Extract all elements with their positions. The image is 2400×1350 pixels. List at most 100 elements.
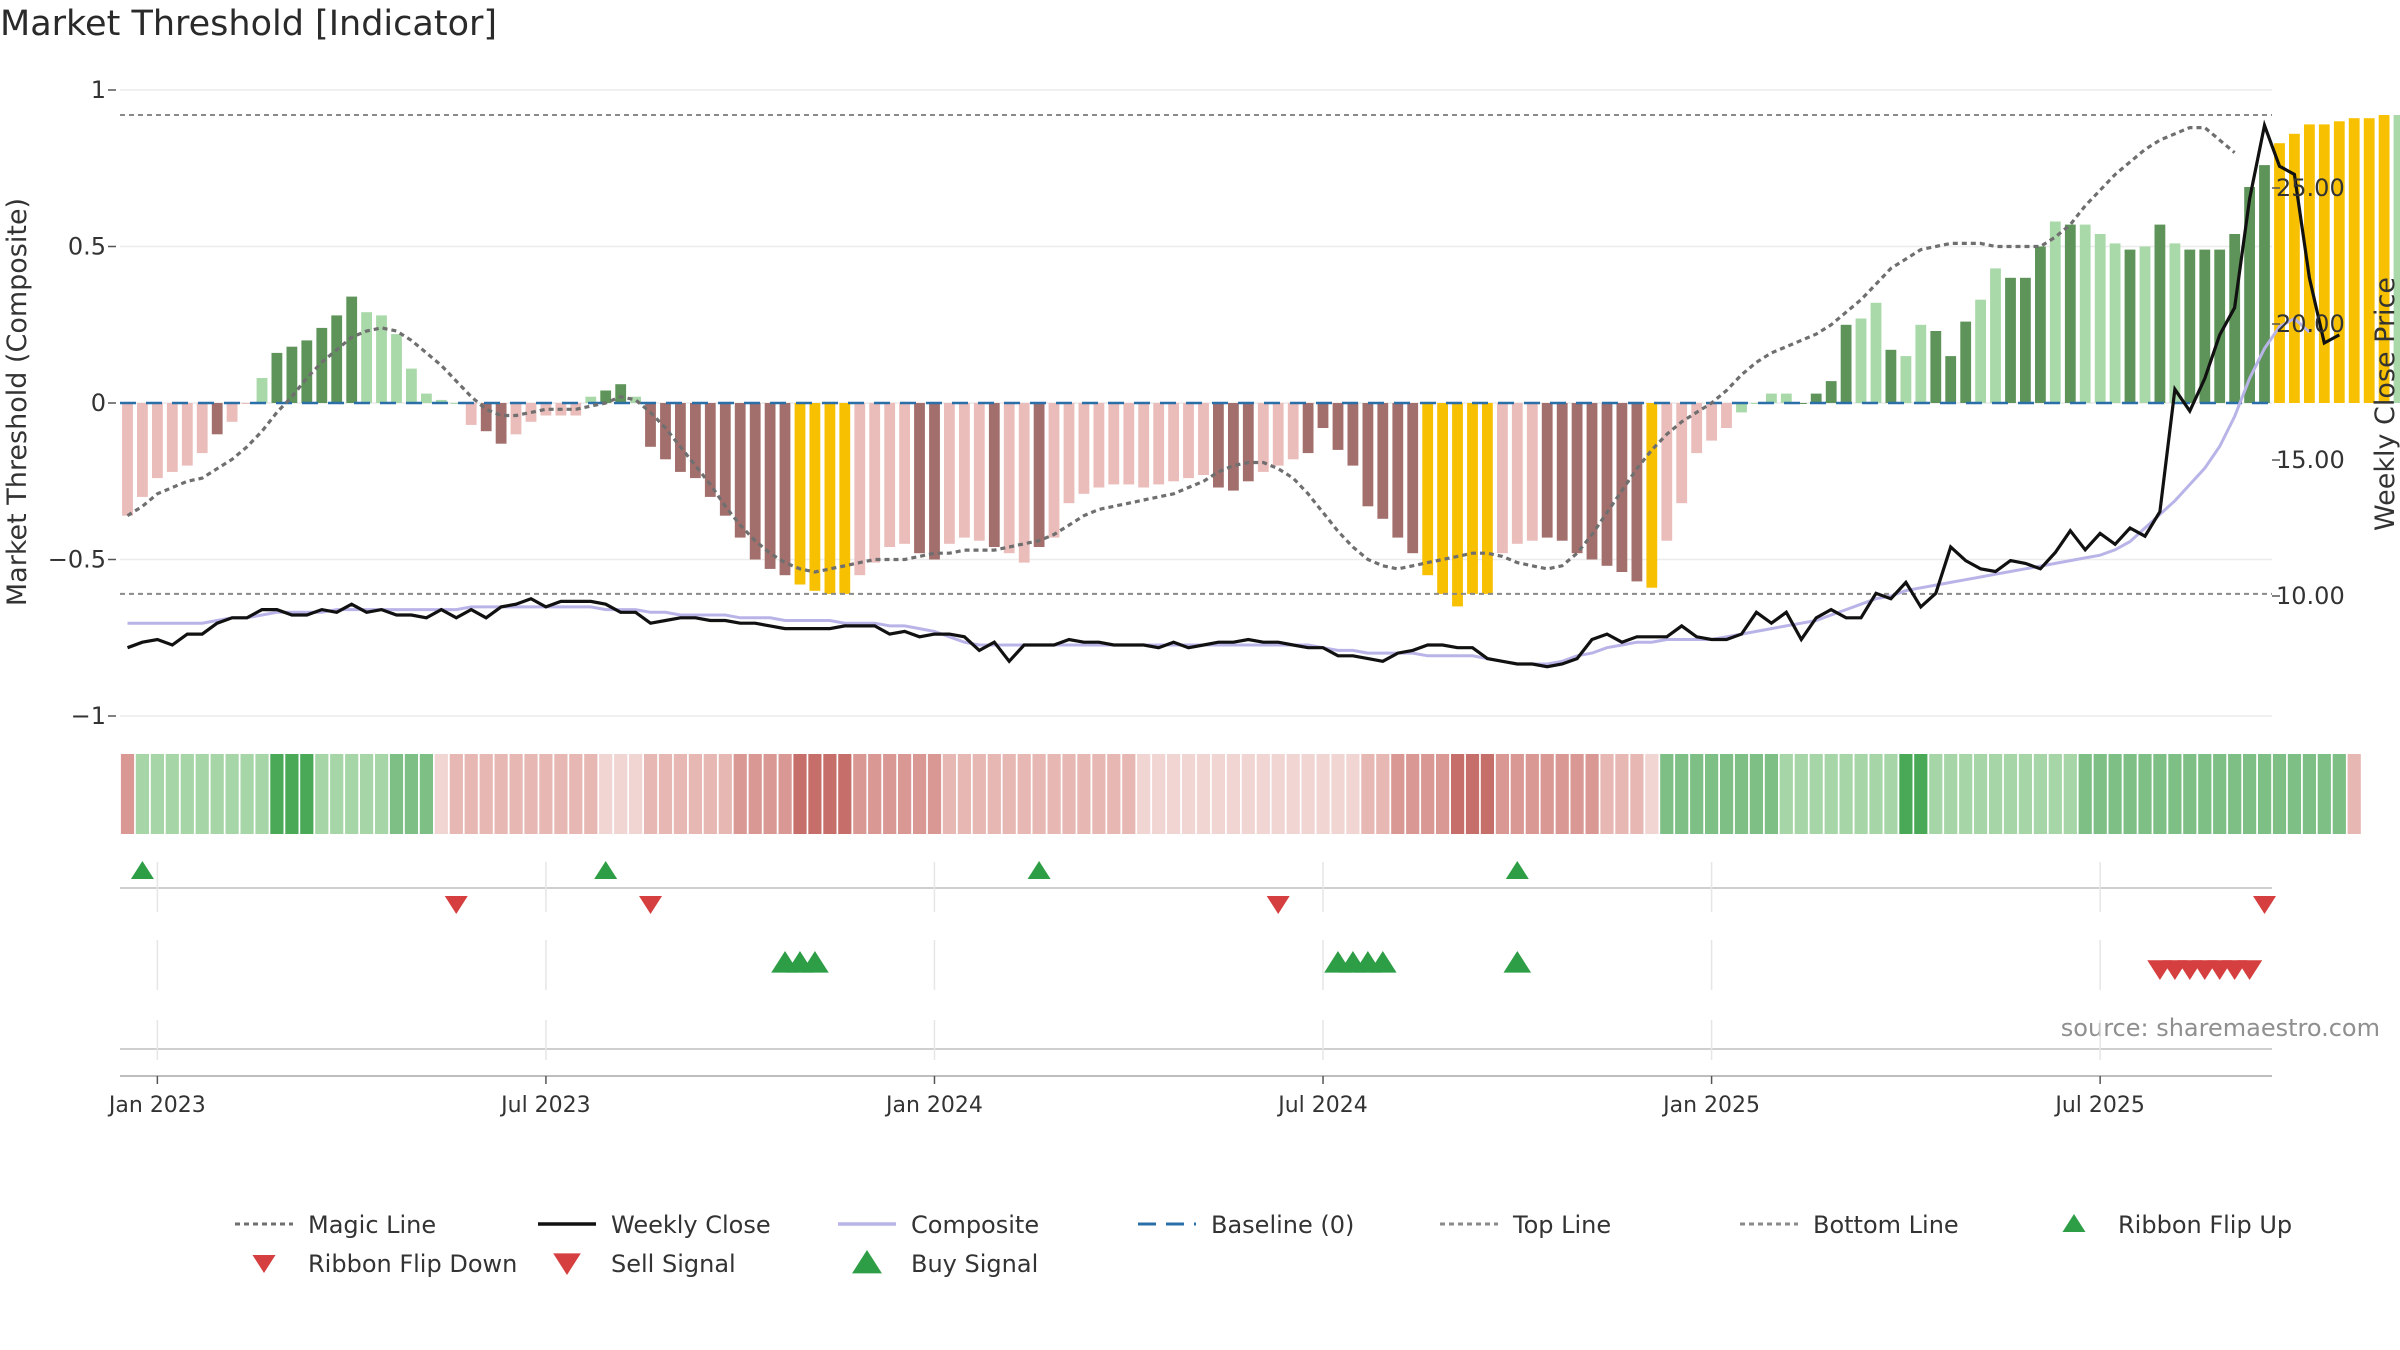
- legend-label: Composite: [911, 1211, 1039, 1239]
- ribbon-cell: [1406, 754, 1420, 834]
- ribbon-cell: [449, 754, 463, 834]
- ribbon-cell: [748, 754, 762, 834]
- composite-bar: [465, 403, 477, 425]
- ribbon-cell: [987, 754, 1001, 834]
- composite-bar: [1855, 318, 1867, 403]
- composite-bar: [1332, 403, 1344, 450]
- x-tick-label: Jul 2025: [2053, 1093, 2145, 1118]
- ribbon-cell: [2228, 754, 2242, 834]
- composite-bar: [645, 403, 656, 447]
- ribbon-cell: [2198, 754, 2212, 834]
- ribbon-cell: [1077, 754, 1091, 834]
- composite-bar: [1228, 403, 1239, 491]
- ribbon-cell: [1944, 754, 1958, 834]
- ribbon-cell: [389, 754, 404, 834]
- ribbon-cell: [1107, 754, 1121, 834]
- ribbon-cell: [2048, 754, 2062, 834]
- ribbon-cell: [1391, 754, 1405, 834]
- source-label: source: sharemaestro.com: [2060, 1014, 2380, 1042]
- composite-bar: [152, 403, 163, 479]
- ribbon-cell: [957, 754, 971, 834]
- composite-bar: [734, 403, 746, 538]
- composite-bar: [869, 403, 881, 563]
- composite-bar: [1257, 403, 1269, 472]
- composite-bar: [1706, 403, 1717, 441]
- legend-label: Top Line: [1512, 1211, 1611, 1239]
- ribbon-flip-down-marker: [1266, 896, 1290, 914]
- ribbon-cell: [1720, 754, 1734, 834]
- ribbon-cell: [285, 754, 299, 834]
- composite-bar: [1437, 403, 1448, 594]
- ribbon-cell: [1675, 754, 1689, 834]
- composite-bar: [1661, 403, 1673, 541]
- right-tick-label: 10.00: [2276, 582, 2345, 610]
- ribbon-cell: [2243, 754, 2257, 834]
- composite-bar: [241, 403, 253, 404]
- ribbon-cell: [2183, 754, 2197, 834]
- ribbon-cell: [1256, 754, 1270, 834]
- ribbon-cell: [2063, 754, 2077, 834]
- composite-bar: [2094, 234, 2106, 403]
- composite-bar: [376, 315, 387, 403]
- x-tick-label: Jul 2024: [1276, 1093, 1368, 1118]
- composite-bar: [1825, 381, 1837, 403]
- composite-bar: [1123, 403, 1135, 485]
- ribbon-cell: [1764, 754, 1778, 834]
- composite-bar: [1721, 403, 1732, 428]
- ribbon-flip-down-marker: [444, 896, 468, 914]
- ribbon-cell: [1899, 754, 1913, 834]
- ribbon-cell: [853, 754, 867, 834]
- ribbon-cell: [1495, 754, 1509, 834]
- composite-bars: [122, 115, 2400, 607]
- composite-bar: [1736, 403, 1747, 413]
- composite-bar: [510, 403, 522, 435]
- buy-signal-marker: [1503, 951, 1532, 973]
- composite-bar: [2079, 224, 2091, 403]
- composite-bar: [1960, 321, 1972, 403]
- composite-bar: [1751, 403, 1762, 404]
- composite-bar: [899, 403, 910, 544]
- ribbon-cell: [1316, 754, 1330, 834]
- composite-bar: [2289, 133, 2300, 404]
- ribbon-cell: [838, 754, 852, 834]
- ribbon-cell: [942, 754, 956, 834]
- ribbon-cell: [898, 754, 912, 834]
- composite-bar: [286, 346, 298, 403]
- composite-bar: [1272, 403, 1284, 466]
- ribbon-cell: [793, 754, 807, 834]
- composite-bar: [585, 396, 597, 403]
- ribbon-cell: [778, 754, 792, 834]
- ribbon-cell: [763, 754, 777, 834]
- ribbon-cell: [2302, 754, 2316, 834]
- ribbon-cell: [972, 754, 986, 834]
- series-lines: [126, 119, 2341, 669]
- ribbon-cell: [1570, 754, 1584, 834]
- composite-bar: [166, 403, 178, 472]
- composite-bar: [181, 403, 193, 466]
- buy-signal-marker: [1369, 951, 1397, 973]
- ribbon-cell: [345, 754, 359, 834]
- composite-bar: [1287, 403, 1299, 460]
- ribbon-cell: [2123, 754, 2137, 834]
- ribbon-cell: [240, 754, 254, 834]
- composite-bar: [1780, 393, 1792, 403]
- composite-bar: [630, 396, 641, 403]
- ribbon-cell: [688, 754, 702, 834]
- ribbon-cell: [703, 754, 717, 834]
- composite-bar: [1497, 403, 1508, 554]
- composite-bar: [2199, 249, 2211, 403]
- ribbon-cell: [375, 754, 389, 834]
- ribbon-cell: [1749, 754, 1763, 834]
- ribbon-cell: [1047, 754, 1061, 834]
- ribbon-cell: [1839, 754, 1853, 834]
- magic-line: [126, 125, 2236, 574]
- legend-swatch: [852, 1250, 882, 1274]
- legend-label: Weekly Close: [611, 1211, 771, 1239]
- composite-bar: [973, 403, 985, 541]
- ribbon-cell: [1480, 754, 1494, 834]
- legend-swatch: [553, 1253, 581, 1275]
- ribbon-cell: [1794, 754, 1808, 834]
- composite-bar: [1452, 403, 1463, 607]
- left-tick-label: −1: [71, 702, 106, 730]
- ribbon-cell: [1929, 754, 1943, 834]
